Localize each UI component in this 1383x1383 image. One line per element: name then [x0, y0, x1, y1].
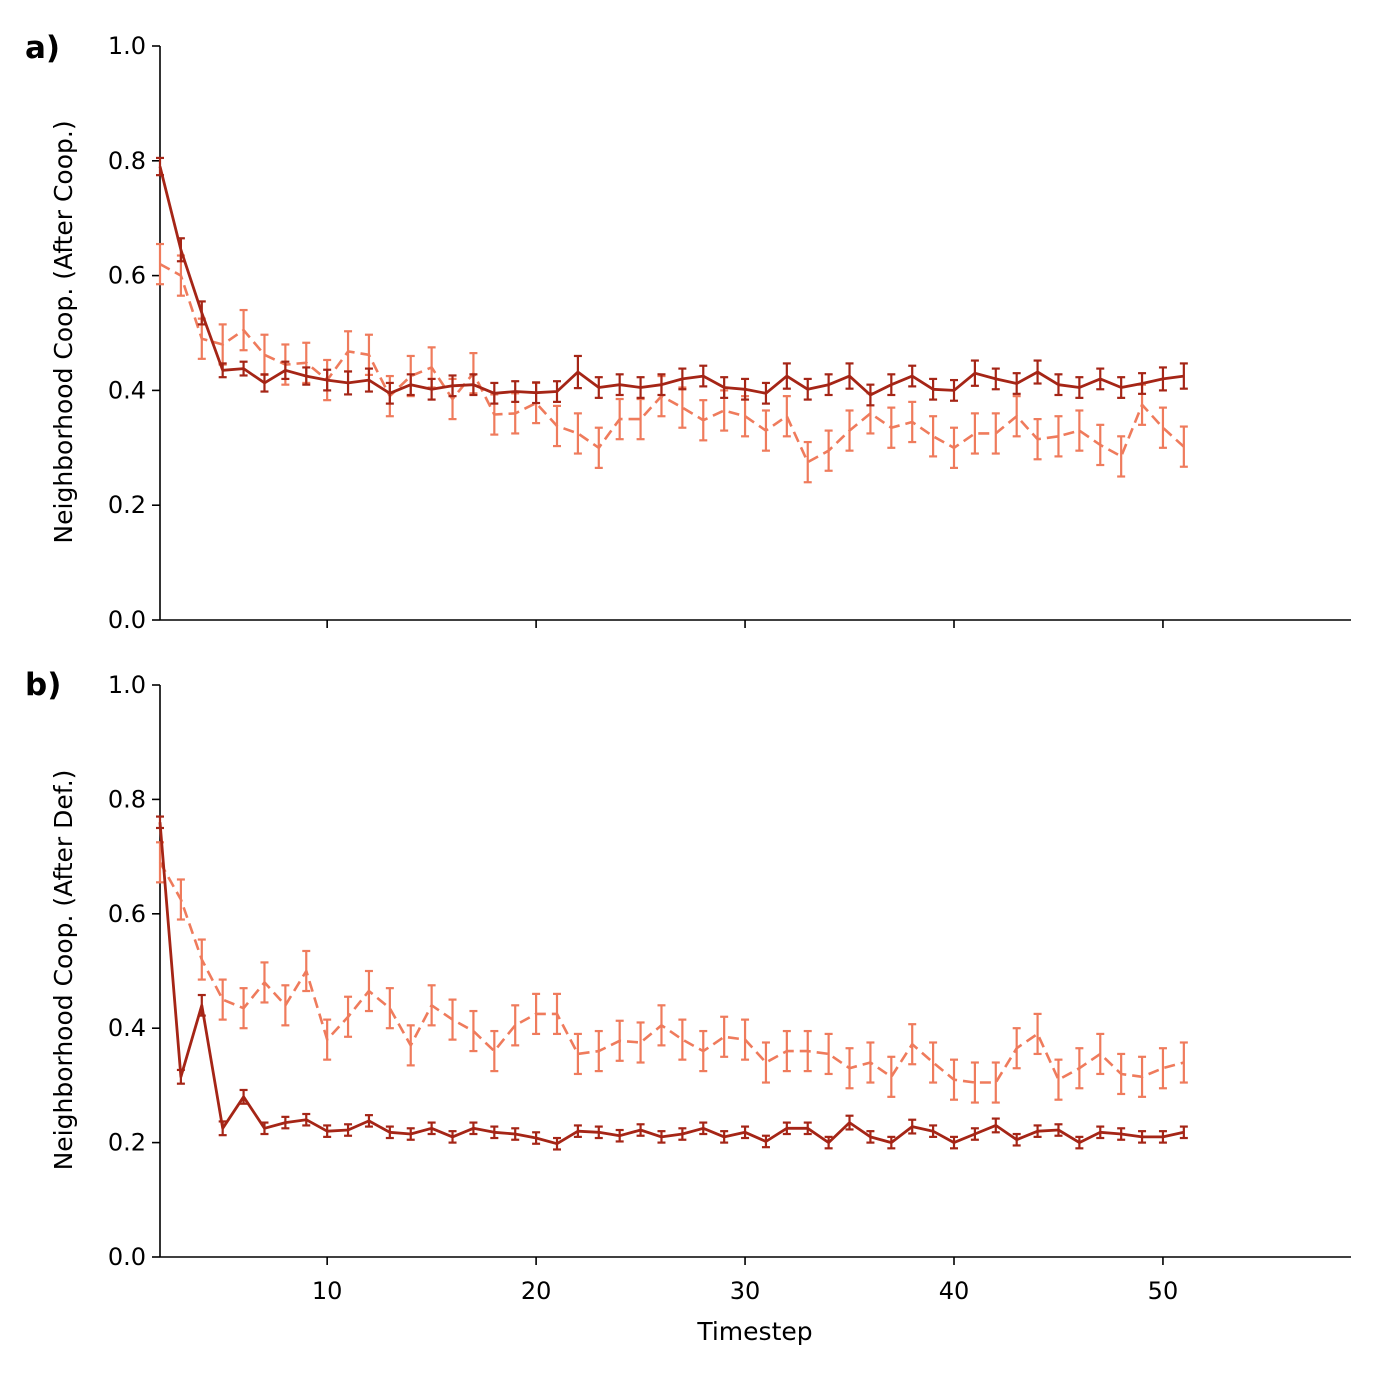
panel-b-series — [156, 815, 1188, 1151]
panel-b-ytick-label: 0.8 — [108, 785, 146, 813]
panel-b-label: b) — [25, 667, 61, 703]
panel-a-ylabel: Neighborhood Coop. (After Coop.) — [49, 120, 78, 543]
panel-b-ytick-label: 0.4 — [108, 1014, 146, 1042]
panel-a: a) Neighborhood Coop. (After Coop.) 0.00… — [25, 30, 1351, 634]
panel-a-y-ticks: 0.0 0.2 0.4 0.6 0.8 1.0 — [108, 32, 160, 634]
panel-b-xtick-label: 20 — [521, 1277, 552, 1305]
x-axis-label: Timestep — [696, 1317, 812, 1346]
panel-b-ytick-label: 0.2 — [108, 1129, 146, 1157]
panel-b-xtick-label: 10 — [312, 1277, 343, 1305]
panel-b-ytick-label: 1.0 — [108, 671, 146, 699]
panel-a-x-ticks — [326, 620, 1164, 628]
panel-b-y-ticks: 0.0 0.2 0.4 0.6 0.8 1.0 — [108, 671, 160, 1271]
panel-b-series-solid — [156, 815, 1188, 1151]
panel-a-ytick-label: 0.8 — [108, 147, 146, 175]
panel-b: b) Neighborhood Coop. (After Def.) 0.00.… — [25, 667, 1351, 1346]
panel-b-xtick-label: 40 — [939, 1277, 970, 1305]
panel-a-ytick-label: 0.0 — [108, 606, 146, 634]
panel-a-series-dashed — [156, 242, 1188, 484]
panel-b-x-ticks: 10 20 30 40 50 — [312, 1257, 1178, 1305]
panel-b-series-dashed — [156, 841, 1188, 1104]
panel-b-line-solid — [158, 822, 1185, 1146]
panel-a-ytick-label: 0.2 — [108, 491, 146, 519]
panel-a-ytick-label: 0.6 — [108, 262, 146, 290]
panel-a-label: a) — [25, 30, 60, 66]
panel-b-xtick-label: 30 — [730, 1277, 761, 1305]
panel-b-line-dashed — [158, 861, 1185, 1084]
panel-a-series — [156, 156, 1188, 484]
panel-a-line-solid — [158, 166, 1184, 397]
panel-a-ytick-label: 0.4 — [108, 376, 146, 404]
panel-a-series-solid — [156, 156, 1188, 407]
panel-b-ytick-label: 0.0 — [108, 1243, 146, 1271]
panel-b-ylabel: Neighborhood Coop. (After Def.) — [49, 770, 78, 1171]
panel-a-line-dashed — [159, 262, 1185, 464]
panel-b-xtick-label: 50 — [1148, 1277, 1179, 1305]
panel-a-ytick-label: 1.0 — [108, 32, 146, 60]
panel-b-ytick-label: 0.6 — [108, 900, 146, 928]
